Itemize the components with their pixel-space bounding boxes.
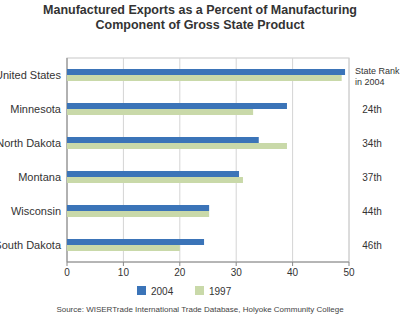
tick-mark xyxy=(123,262,124,266)
rank-header: State Rankin 2004 xyxy=(355,66,400,87)
category-label: North Dakota xyxy=(0,137,62,149)
tick-label: 0 xyxy=(64,267,70,278)
title: Manufactured Exports as a Percent of Man… xyxy=(43,3,357,32)
category-label: Montana xyxy=(18,171,62,183)
tick-mark xyxy=(236,262,237,266)
grid-line xyxy=(349,58,350,262)
bar xyxy=(67,75,342,81)
grid-line xyxy=(67,58,68,262)
legend-swatch xyxy=(195,286,204,295)
axis-line xyxy=(67,262,349,263)
tick-label: 50 xyxy=(343,267,355,278)
tick-label: 30 xyxy=(231,267,243,278)
legend-label: 2004 xyxy=(151,286,174,297)
plot-frame xyxy=(67,58,349,262)
rank-label: 46th xyxy=(362,240,381,251)
bar xyxy=(67,143,287,149)
rank-label: 24th xyxy=(362,104,381,115)
bar xyxy=(67,205,209,211)
bar xyxy=(67,245,180,251)
tick-mark xyxy=(292,262,293,266)
bar xyxy=(67,137,259,143)
category-label: South Dakota xyxy=(0,239,62,251)
rank-label: 44th xyxy=(362,206,381,217)
tick-mark xyxy=(179,262,180,266)
bar xyxy=(67,109,253,115)
category-label: Wisconsin xyxy=(11,205,61,217)
tick-label: 10 xyxy=(118,267,130,278)
tick-label: 20 xyxy=(174,267,186,278)
grid-line xyxy=(179,58,180,262)
category-label: United States xyxy=(0,69,61,81)
source: Source: WISERTrade International Trade D… xyxy=(56,305,344,314)
tick-mark xyxy=(67,262,68,266)
bar xyxy=(67,211,209,217)
legend-swatch xyxy=(137,286,146,295)
chart: Manufactured Exports as a Percent of Man… xyxy=(0,0,400,317)
bar xyxy=(67,103,287,109)
grid-line xyxy=(292,58,293,262)
tick-mark xyxy=(349,262,350,266)
rank-label: 37th xyxy=(362,172,381,183)
tick-label: 40 xyxy=(287,267,299,278)
rank-label: 34th xyxy=(362,138,381,149)
bar xyxy=(67,177,243,183)
bar xyxy=(67,239,204,245)
legend-label: 1997 xyxy=(209,286,232,297)
bar xyxy=(67,171,239,177)
grid-line xyxy=(236,58,237,262)
category-label: Minnesota xyxy=(10,103,62,115)
bars xyxy=(67,69,345,251)
bar xyxy=(67,69,345,75)
axis-line xyxy=(67,58,68,262)
grid-line xyxy=(123,58,124,262)
